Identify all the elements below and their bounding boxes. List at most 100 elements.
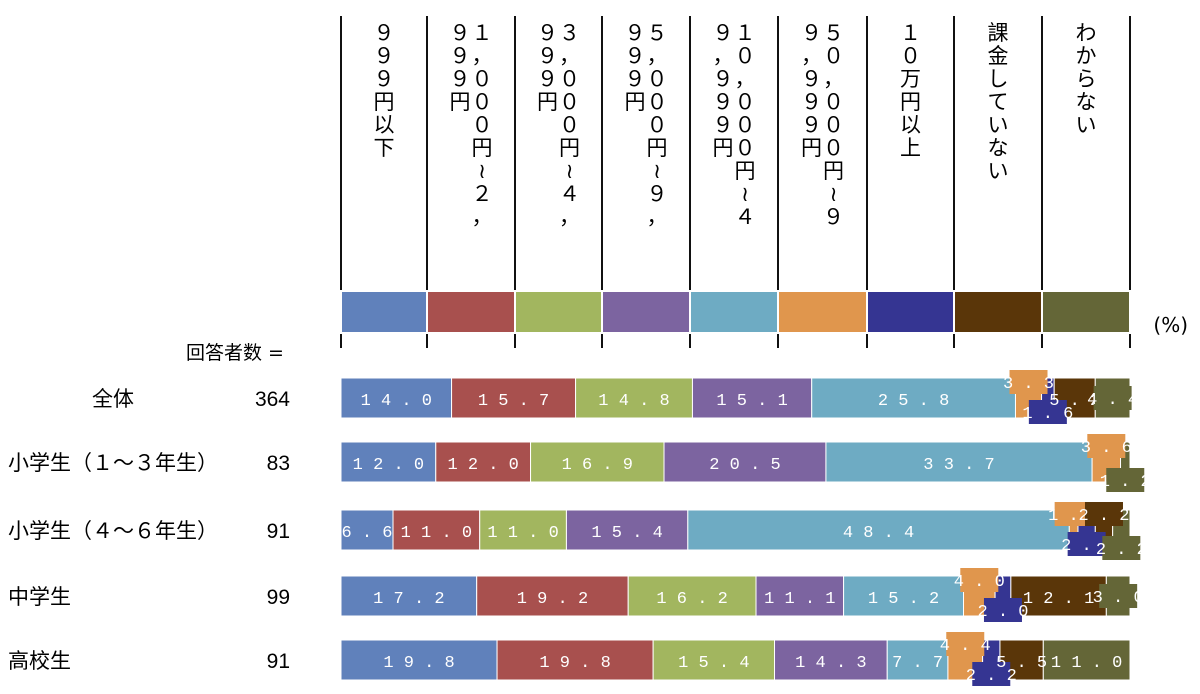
data-label-box <box>1106 468 1145 492</box>
bar-segment <box>340 575 478 617</box>
data-label: 1 1 . 0 <box>1051 654 1122 673</box>
bar-segment <box>575 377 693 419</box>
row: 小学生（１〜３年生） 83 1 2 . 0 1 2 . 0 1 6 . 9 2 0 . 5… <box>8 434 1151 492</box>
data-label-box <box>1102 536 1141 560</box>
legend-swatch <box>428 292 514 332</box>
bar-segment <box>392 509 481 551</box>
bar-segment <box>340 377 453 419</box>
data-label: 1 1 . 0 <box>401 524 472 543</box>
respondents-label: 回答者数 = <box>186 342 284 364</box>
bar-segment <box>1042 639 1131 681</box>
data-label: 3 . 0 <box>1093 589 1144 608</box>
bar-segment <box>886 639 949 681</box>
category-header-label: ９９９円以下 <box>374 21 395 160</box>
category-header-label: １０，０００円≀４９，９９９円 <box>713 21 756 229</box>
data-label: 1 9 . 2 <box>517 590 588 609</box>
bar-segment <box>340 509 394 551</box>
data-label-box <box>972 662 1011 686</box>
data-label: 2 . 2 <box>1096 541 1147 560</box>
category-headers: ９９９円以下 １，０００円≀２，９９９円 ３，０００円≀４，９９９円 ５，０００円≀９… <box>340 16 1131 290</box>
row-label: 全体 <box>92 387 134 411</box>
data-label-box <box>960 568 999 592</box>
category-header-label: 課金していない <box>988 21 1009 183</box>
row: 高校生 91 1 9 . 8 1 9 . 8 1 5 . 4 1 4 . 3 7 . 74 … <box>8 632 1131 686</box>
legend-swatch <box>955 292 1041 332</box>
legend-swatch <box>868 292 953 332</box>
bar-segment <box>530 441 665 483</box>
data-label: 5 . 5 <box>996 654 1047 673</box>
respondent-count: 91 <box>267 520 290 543</box>
data-label: 1 1 . 0 <box>487 524 558 543</box>
row: 小学生（４〜６年生） 91 6 . 6 1 1 . 0 1 1 . 0 1 5 . 4 4 … <box>8 502 1147 560</box>
data-label: 3 . 3 <box>1003 375 1054 394</box>
data-label: 1 7 . 2 <box>373 590 444 609</box>
bar-segment <box>476 575 629 617</box>
data-label: 4 . 0 <box>954 573 1005 592</box>
data-label-box <box>983 598 1022 622</box>
data-label: 4 . 4 <box>1087 391 1138 410</box>
data-label: 1 5 . 4 <box>678 654 749 673</box>
data-label-box <box>1084 502 1123 526</box>
bar-segment <box>1010 575 1107 617</box>
bar-segment <box>340 441 437 483</box>
data-label: 1 2 . 0 <box>353 456 424 475</box>
legend-swatch <box>342 292 426 332</box>
data-label: 4 . 4 <box>940 637 991 656</box>
data-label: 1 4 . 8 <box>598 392 669 411</box>
bar-segment <box>663 441 827 483</box>
respondent-count: 364 <box>255 388 290 411</box>
data-label: 5 . 2 <box>1049 392 1100 411</box>
data-label: 3 3 . 7 <box>923 456 994 475</box>
data-label: 4 8 . 4 <box>843 524 914 543</box>
data-label: 1 . 2 <box>1100 473 1151 492</box>
respondent-count: 83 <box>267 452 290 475</box>
bar-segment <box>565 509 689 551</box>
category-header-label: わからない <box>1076 21 1097 137</box>
data-label: 1 5 . 7 <box>478 392 549 411</box>
bar-segment <box>843 575 965 617</box>
data-label: 1 1 . 1 <box>764 590 835 609</box>
data-label-box <box>1009 370 1048 394</box>
bar-segment <box>496 639 654 681</box>
legend-swatch <box>603 292 689 332</box>
row: 全体 364 1 4 . 0 1 5 . 7 1 4 . 8 1 5 . 1 2 5 . 8… <box>92 370 1138 424</box>
data-label: 1 4 . 3 <box>795 654 866 673</box>
bar-segment <box>755 575 845 617</box>
category-header-label: ５０，０００円≀９９，９９９円 <box>801 21 844 229</box>
data-label: 1 9 . 8 <box>539 654 610 673</box>
data-label: 2 0 . 5 <box>709 456 780 475</box>
bar-segment <box>652 639 776 681</box>
bar-segment <box>687 509 1070 551</box>
category-header-label: ５，０００円≀９，９９９円 <box>625 21 668 229</box>
data-label: 1 5 . 4 <box>591 524 662 543</box>
row-label: 高校生 <box>8 649 71 673</box>
respondent-count: 91 <box>267 650 290 673</box>
row-label: 小学生（４〜６年生） <box>8 519 218 543</box>
respondent-count: 99 <box>267 586 290 609</box>
data-label: 1 9 . 8 <box>383 654 454 673</box>
category-header-label: １０万円以上 <box>900 21 921 160</box>
legend-swatch <box>1043 292 1129 332</box>
data-label: 1 2 . 0 <box>447 456 518 475</box>
data-label-box <box>1067 532 1106 556</box>
bar-segment <box>627 575 757 617</box>
bar-segment <box>825 441 1093 483</box>
data-label: 7 . 7 <box>892 654 943 673</box>
data-label-box <box>1099 584 1138 608</box>
bar-segment <box>451 377 577 419</box>
data-label-box <box>1028 400 1067 424</box>
data-label-box <box>1093 386 1132 410</box>
bar-segment <box>340 639 498 681</box>
data-label: 1 5 . 1 <box>716 392 787 411</box>
data-label: 6 . 6 <box>342 524 393 543</box>
data-label: 1 5 . 2 <box>868 590 939 609</box>
data-label: 2 5 . 8 <box>878 392 949 411</box>
legend-swatches <box>340 292 1131 348</box>
data-label: 1 2 . 1 <box>1023 590 1094 609</box>
data-label: 1 . 6 <box>1022 405 1073 424</box>
percent-unit: (%) <box>1153 313 1188 337</box>
data-label-box <box>946 632 985 656</box>
data-label: 2 . 2 <box>1061 537 1112 556</box>
data-label: 2 . 2 <box>966 667 1017 686</box>
